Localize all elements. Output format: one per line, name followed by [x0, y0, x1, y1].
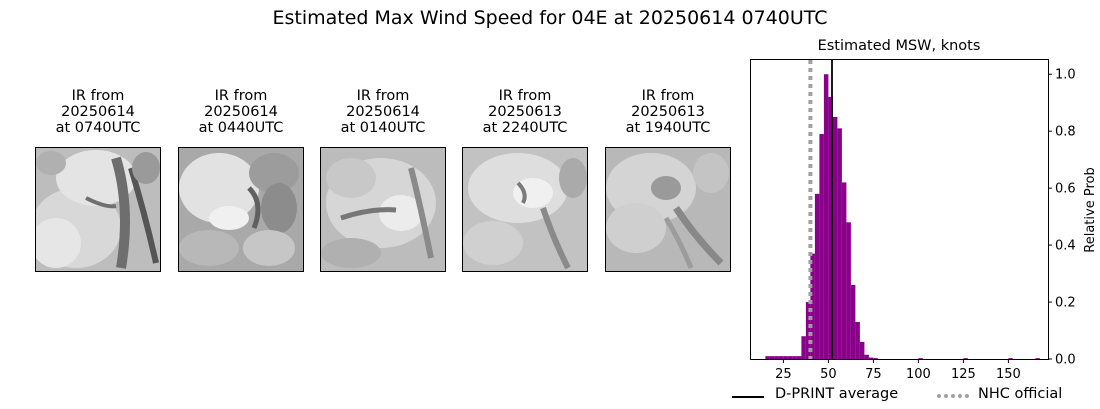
ir-panel: IR from 20250613 at 1940UTC	[605, 88, 731, 272]
histogram-bar	[787, 356, 793, 359]
histogram-bar	[1008, 358, 1013, 359]
histogram-bar	[774, 356, 779, 359]
histogram-bar	[868, 357, 874, 359]
histogram-bar	[850, 284, 856, 359]
histogram-bar	[846, 222, 851, 359]
histogram-bar	[963, 358, 968, 359]
histogram-bar	[765, 356, 770, 359]
y-tick-label: 0.4	[1055, 239, 1076, 254]
y-tick-label: 0.6	[1055, 182, 1076, 197]
histogram-bar	[918, 358, 923, 359]
y-tick-label: 0.0	[1055, 353, 1076, 368]
histogram-bar	[801, 336, 806, 359]
histogram-bar	[828, 97, 833, 360]
ir-satellite-image	[35, 147, 161, 272]
ir-satellite-image	[605, 147, 731, 272]
ir-panel: IR from 20250613 at 2240UTC	[462, 88, 588, 272]
histogram-bar	[796, 356, 802, 359]
ir-panel: IR from 20250614 at 0740UTC	[35, 88, 161, 272]
y-tick-label: 0.2	[1055, 296, 1076, 311]
histogram-bar	[873, 358, 878, 359]
ir-panel: IR from 20250614 at 0140UTC	[320, 88, 446, 272]
x-tick-label: 150	[996, 367, 1021, 382]
legend-label: D-PRINT average	[775, 386, 899, 402]
figure-title: Estimated Max Wind Speed for 04E at 2025…	[272, 7, 828, 29]
ir-panel-caption: IR from 20250614 at 0440UTC	[198, 88, 284, 136]
legend-dotted-line-icon	[937, 394, 969, 398]
ir-panel-caption: IR from 20250614 at 0140UTC	[340, 88, 426, 136]
y-tick-label: 0.8	[1055, 125, 1076, 140]
x-tick-label: 25	[775, 367, 792, 382]
ir-satellite-image	[320, 147, 446, 272]
histogram-bar	[837, 128, 842, 359]
histogram-bar	[841, 182, 847, 359]
ir-satellite-image	[462, 147, 588, 272]
ir-panel-caption: IR from 20250613 at 2240UTC	[482, 88, 568, 136]
ir-panel-caption: IR from 20250613 at 1940UTC	[625, 88, 711, 136]
histogram-bar	[832, 116, 838, 359]
histogram-bar	[783, 356, 788, 359]
histogram-bar	[1035, 358, 1040, 359]
histogram-bar	[792, 356, 797, 359]
histogram-bar	[778, 356, 784, 359]
x-tick-label: 100	[906, 367, 931, 382]
histogram-bar	[864, 354, 869, 359]
ir-panel: IR from 20250614 at 0440UTC	[178, 88, 304, 272]
y-axis-label: Relative Prob	[1083, 167, 1098, 252]
histogram-bar	[814, 193, 820, 359]
x-tick-label: 125	[951, 367, 976, 382]
histogram-bar	[810, 253, 815, 359]
y-tick-label: 1.0	[1055, 68, 1076, 83]
ir-satellite-image	[178, 147, 304, 272]
histogram-bar	[819, 134, 824, 359]
plot-frame	[750, 59, 1049, 360]
histogram-bar	[823, 74, 829, 359]
histogram-bar	[855, 321, 860, 359]
legend-solid-line-icon	[732, 396, 764, 398]
ir-panel-caption: IR from 20250614 at 0740UTC	[55, 88, 141, 136]
x-tick-label: 75	[865, 367, 882, 382]
histogram-bar	[769, 356, 775, 359]
legend-label: NHC official	[978, 386, 1063, 402]
chart-title: Estimated MSW, knots	[818, 38, 981, 54]
x-tick-label: 50	[820, 367, 837, 382]
histogram-bar	[859, 341, 865, 359]
histogram-bar	[805, 302, 811, 359]
